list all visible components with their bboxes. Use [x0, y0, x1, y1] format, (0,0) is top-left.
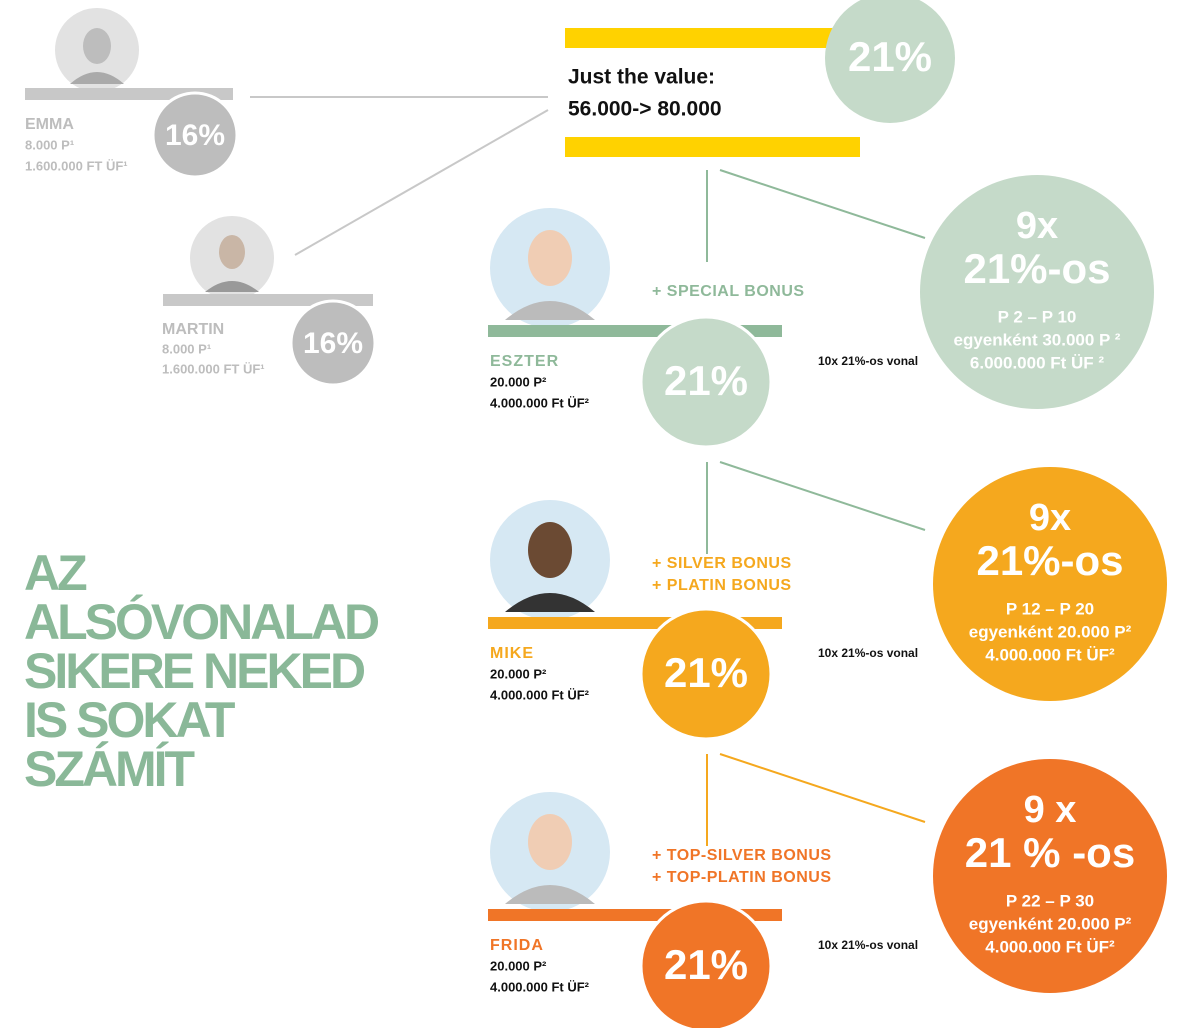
person-volume: 4.000.000 Ft ÜF² [490, 395, 590, 410]
person-points: 20.000 P² [490, 958, 547, 973]
headline-line: IS SOKAT [24, 692, 235, 748]
box-bar [565, 28, 860, 48]
box-text: Just the value: [568, 66, 715, 89]
person-volume: 1.600.000 FT ÜF¹ [162, 361, 265, 376]
summary-text: 4.000.000 Ft ÜF² [985, 937, 1115, 956]
summary-circle [933, 467, 1167, 701]
headline-line: ALSÓVONALAD [24, 594, 379, 650]
person-points: 20.000 P² [490, 666, 547, 681]
bonus: + PLATIN BONUS [652, 577, 792, 594]
summary-text: P 12 – P 20 [1006, 599, 1094, 618]
badge [639, 315, 773, 449]
line-note: 10x 21%-os vonal [818, 354, 918, 368]
connector [719, 461, 926, 531]
badge [639, 899, 773, 1028]
headline-line: SIKERE NEKED [24, 643, 365, 699]
summary-text: P 2 – P 10 [998, 307, 1077, 326]
line-note: 10x 21%-os vonal [818, 938, 918, 952]
person-name: MIKE [490, 645, 534, 662]
person-name: ESZTER [490, 353, 559, 370]
person-volume: 4.000.000 Ft ÜF² [490, 687, 590, 702]
summary-circle [933, 759, 1167, 993]
badge-text: 21% [664, 357, 748, 404]
summary-circle [920, 175, 1154, 409]
badge [825, 0, 955, 123]
person-points: 8.000 P¹ [162, 341, 211, 356]
badge [289, 299, 377, 387]
summary-text: 4.000.000 Ft ÜF² [985, 645, 1115, 664]
summary-text: 9x [1029, 497, 1071, 539]
person-volume: 4.000.000 Ft ÜF² [490, 979, 590, 994]
avatar [55, 8, 139, 92]
box-text: 56.000-> 80.000 [568, 98, 722, 121]
badge [639, 607, 773, 741]
person-name: EMMA [25, 116, 74, 133]
person-name: MARTIN [162, 321, 224, 338]
summary-text: 21%-os [963, 245, 1110, 292]
connector [294, 109, 549, 256]
summary-text: egyenként 20.000 P² [969, 914, 1132, 933]
avatar-body [505, 885, 595, 904]
avatar-body [505, 301, 595, 320]
summary-text: P 22 – P 30 [1006, 891, 1094, 910]
box-bar [565, 137, 860, 157]
bonus: + SILVER BONUS [652, 555, 792, 572]
badge-text: 21% [664, 649, 748, 696]
levels: + SPECIAL BONUS ESZTER 20.000 P² 4.000.000 … [488, 169, 1167, 1028]
avatar-body [505, 593, 595, 612]
summary-text: egyenként 20.000 P² [969, 622, 1132, 641]
avatar-face [528, 522, 572, 578]
connector [719, 753, 926, 823]
connector [719, 169, 926, 239]
badge-text: 21% [848, 33, 932, 80]
summary-text: 21 % -os [965, 829, 1135, 876]
avatar-face [528, 814, 572, 870]
headline-line: AZ [24, 545, 87, 601]
bonus: + TOP-PLATIN BONUS [652, 869, 832, 886]
summary-text: 6.000.000 Ft ÜF ² [970, 353, 1105, 372]
bonus: + TOP-SILVER BONUS [652, 847, 832, 864]
person-name: FRIDA [490, 937, 544, 954]
line-note: 10x 21%-os vonal [818, 646, 918, 660]
summary-text: 9x [1016, 205, 1058, 247]
badge-text: 16% [165, 119, 225, 152]
badge-text: 16% [303, 327, 363, 360]
person-points: 20.000 P² [490, 374, 547, 389]
bonus: + SPECIAL BONUS [652, 283, 805, 300]
person-volume: 1.600.000 FT ÜF¹ [25, 158, 128, 173]
summary-text: 21%-os [976, 537, 1123, 584]
badge [151, 91, 239, 179]
summary-text: 9 x [1024, 789, 1077, 831]
avatar-face [528, 230, 572, 286]
person-points: 8.000 P¹ [25, 137, 74, 152]
summary-text: egyenként 30.000 P ² [954, 330, 1121, 349]
badge-text: 21% [664, 941, 748, 988]
headline-line: SZÁMÍT [24, 741, 195, 797]
avatar [190, 216, 274, 300]
